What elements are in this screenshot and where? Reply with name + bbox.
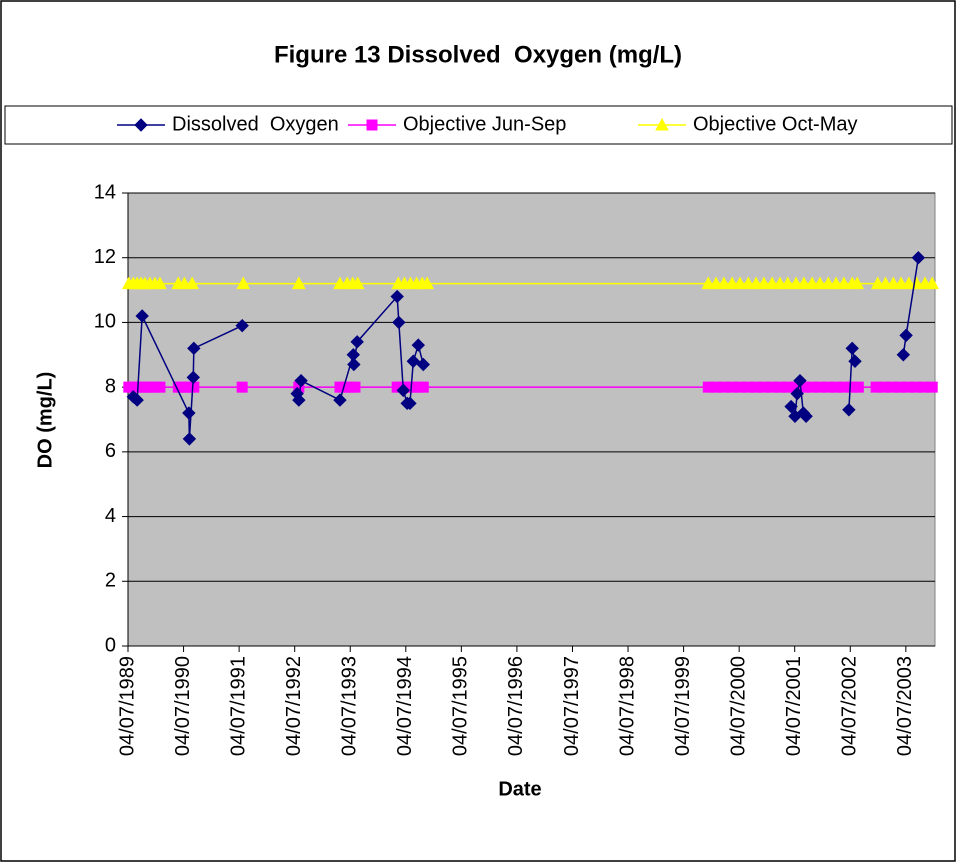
marker (911, 251, 926, 265)
legend-marker (134, 118, 148, 132)
marker (793, 373, 807, 388)
marker (848, 354, 862, 368)
x-tick-label: 04/07/2000 (727, 656, 749, 756)
y-tick-label: 2 (105, 570, 116, 592)
marker (396, 383, 411, 398)
x-tick-label: 04/07/1997 (561, 656, 583, 756)
marker (182, 432, 197, 446)
marker (417, 381, 429, 393)
marker (154, 381, 166, 393)
marker (926, 381, 938, 393)
y-tick-label: 12 (94, 246, 116, 268)
marker (899, 328, 913, 343)
marker (411, 338, 426, 352)
marker (852, 381, 864, 393)
marker (350, 276, 365, 290)
x-tick-label: 04/07/1994 (394, 656, 416, 756)
x-tick-label: 04/07/1992 (283, 656, 305, 756)
x-tick-label: 04/07/2002 (839, 656, 861, 756)
x-tick-label: 04/07/1996 (505, 656, 527, 756)
marker (130, 393, 144, 407)
marker (842, 403, 856, 417)
x-tick-label: 04/07/1993 (339, 656, 361, 756)
marker (236, 381, 248, 393)
marker (294, 373, 308, 388)
y-tick-label: 0 (105, 634, 116, 656)
marker (392, 315, 406, 330)
marker (186, 370, 200, 385)
marker (925, 276, 940, 290)
x-tick-label: 04/07/1995 (450, 656, 472, 756)
marker (350, 335, 364, 349)
marker (185, 276, 200, 290)
marker (780, 276, 795, 290)
marker (347, 357, 361, 372)
x-tick-label: 04/07/2003 (894, 656, 916, 756)
legend-label: Objective Jun-Sep (403, 113, 566, 135)
marker (390, 289, 404, 304)
marker (717, 276, 731, 290)
y-tick-label: 14 (94, 181, 116, 203)
y-tick-label: 8 (105, 375, 116, 397)
x-axis-title: Date (498, 778, 541, 800)
legend-marker (655, 117, 669, 131)
marker (784, 399, 798, 414)
x-tick-label: 04/07/2001 (783, 656, 805, 756)
marker (236, 276, 251, 290)
plot-area (127, 192, 936, 647)
x-tick-label: 04/07/1999 (672, 656, 694, 756)
marker (292, 276, 306, 290)
x-tick-label: 04/07/1990 (172, 656, 194, 756)
marker (182, 406, 196, 420)
marker (420, 276, 435, 290)
marker (733, 276, 747, 290)
marker (797, 276, 811, 290)
marker (790, 386, 804, 401)
x-tick-label: 04/07/1989 (116, 656, 138, 756)
marker (292, 393, 306, 407)
marker (403, 396, 417, 411)
marker (757, 276, 771, 290)
marker (799, 409, 813, 423)
marker (333, 393, 347, 407)
x-tick-label: 04/07/1991 (227, 656, 249, 756)
marker (187, 341, 201, 356)
marker (406, 354, 421, 368)
marker (135, 309, 149, 323)
marker (850, 276, 865, 290)
marker (813, 276, 827, 290)
marker (896, 348, 911, 362)
y-tick-label: 6 (105, 440, 116, 462)
marker (349, 381, 361, 393)
chart-title: Figure 13 Dissolved Oxygen (mg/L) (274, 41, 682, 68)
y-axis-title: DO (mg/L) (34, 372, 56, 469)
marker (416, 357, 431, 372)
marker (188, 381, 200, 393)
marker (845, 341, 859, 356)
legend-label: Dissolved Oxygen (172, 113, 339, 135)
marker (837, 276, 851, 290)
x-tick-label: 04/07/1998 (616, 656, 638, 756)
y-tick-label: 10 (94, 311, 116, 333)
y-tick-label: 4 (105, 505, 116, 527)
legend-marker (366, 119, 378, 131)
marker (153, 276, 167, 290)
marker (235, 318, 249, 333)
legend-label: Objective Oct-May (693, 113, 857, 135)
